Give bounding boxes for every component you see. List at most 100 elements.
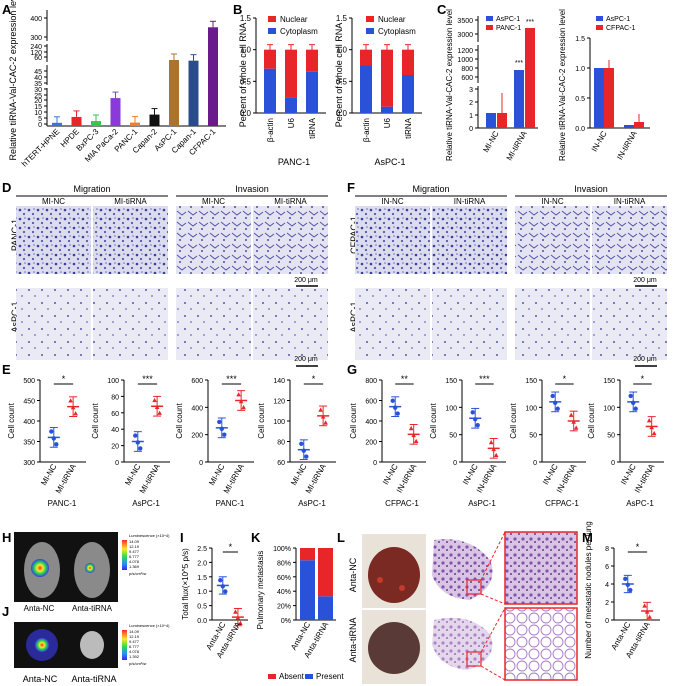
data-point bbox=[238, 620, 243, 625]
panel-m: Number of metastatic nodules per lung 0 2… bbox=[584, 521, 660, 660]
y-tick-label: 200 bbox=[365, 440, 377, 447]
micrograph bbox=[432, 206, 507, 274]
legend-cytoplasm-swatch bbox=[366, 28, 374, 34]
panel-i-ylabel: Total flux(×10^5 p/s) bbox=[181, 548, 190, 620]
bar-present bbox=[300, 560, 315, 620]
legend-nuclear: Nuclear bbox=[280, 15, 308, 24]
y-tick-label: 120 bbox=[273, 399, 285, 406]
legend-label: AsPC-1 bbox=[496, 16, 520, 23]
bar-absent bbox=[300, 548, 315, 561]
y-tick-label: 0.0 bbox=[240, 109, 252, 118]
bar-nuclear bbox=[360, 49, 372, 66]
panel-j-label-nc: Anta-NC bbox=[23, 674, 58, 684]
y-axis-label: Cell count bbox=[7, 402, 16, 438]
cell-line-label: PANC-1 bbox=[216, 499, 245, 508]
panel-label-a: A bbox=[2, 2, 12, 17]
y-tick-label: 0.0 bbox=[336, 109, 348, 118]
x-tick-label: U6 bbox=[383, 117, 392, 128]
y-tick-label: 1.0 bbox=[240, 46, 252, 55]
y-tick-label: 400 bbox=[30, 16, 42, 23]
scale-label: 200 μm bbox=[294, 356, 318, 363]
lum-scale-value: 4.078 bbox=[129, 649, 140, 654]
legend-swatch bbox=[486, 25, 493, 30]
legend-present-swatch bbox=[305, 674, 313, 679]
y-tick-label: 600 bbox=[461, 75, 473, 82]
bar-cytoplasm bbox=[264, 68, 276, 113]
significance-label: *** bbox=[226, 374, 237, 384]
legend-absent: Absent bbox=[279, 672, 305, 681]
data-point bbox=[571, 419, 576, 424]
bar bbox=[169, 60, 179, 126]
y-tick-label: 150 bbox=[445, 378, 457, 385]
significance: *** bbox=[526, 19, 534, 26]
panel-j-label-tirna: Anta-tiRNA bbox=[71, 674, 116, 684]
x-tick-label: IN-NC bbox=[381, 462, 400, 486]
y-tick-label: 8 bbox=[605, 546, 609, 553]
y-tick-label: 2 bbox=[469, 100, 473, 107]
signal-tirna bbox=[85, 563, 95, 573]
y-tick-label: 0.5 bbox=[240, 77, 252, 86]
x-tick-label: IN-NC bbox=[619, 462, 638, 486]
y-tick-label: 100 bbox=[525, 405, 537, 412]
y-tick-label: 100 bbox=[107, 378, 119, 385]
lum-scale-value: 1.392 bbox=[129, 654, 140, 659]
x-tick-label: hTERT-HPNE bbox=[20, 127, 61, 168]
panel-c-charts: 0 1 2 3 600 800 1000 1200 3000 3500 *** *** AsPC-1 PA… bbox=[457, 16, 650, 162]
header-invasion: Invasion bbox=[574, 184, 608, 194]
y-tick-label: 150 bbox=[603, 378, 615, 385]
y-tick-label: 0 bbox=[611, 460, 615, 467]
x-tick-label: MI-NC bbox=[123, 462, 142, 487]
cell-line-label: AsPC-1 bbox=[626, 499, 654, 508]
micrograph bbox=[432, 288, 507, 360]
data-point bbox=[157, 410, 162, 415]
data-point bbox=[138, 446, 143, 451]
y-tick-label: 0% bbox=[281, 618, 291, 625]
bar bbox=[130, 122, 140, 126]
panel-k-ylabel: Pulmonary metastasis bbox=[256, 551, 265, 630]
significance-label: * bbox=[62, 374, 66, 384]
y-tick-label: 25 bbox=[34, 93, 42, 100]
zoom-line bbox=[480, 593, 506, 605]
data-point bbox=[628, 393, 633, 399]
y-tick-label: 300 bbox=[23, 460, 35, 467]
data-point bbox=[642, 603, 647, 608]
bar-aspc1 bbox=[486, 113, 496, 128]
y-tick-label: 100% bbox=[273, 546, 291, 553]
legend-cytoplasm: Cytoplasm bbox=[378, 27, 416, 36]
legend-nuclear: Nuclear bbox=[378, 15, 406, 24]
y-tick-label: 400 bbox=[365, 419, 377, 426]
he-highmag-nc bbox=[504, 531, 578, 605]
data-point bbox=[390, 398, 395, 403]
bar-cfpac1 bbox=[634, 122, 644, 128]
data-point bbox=[218, 578, 223, 583]
y-tick-label: 20% bbox=[277, 604, 291, 611]
gross-lung-tirna bbox=[368, 622, 420, 674]
lum-scale-value: 12.19 bbox=[129, 634, 140, 639]
data-point bbox=[475, 422, 480, 428]
data-point bbox=[233, 609, 238, 614]
row-label: CFPAC-1 bbox=[349, 216, 359, 254]
nodule-marker bbox=[399, 585, 405, 591]
y-tick-label: 60% bbox=[277, 575, 291, 582]
data-point bbox=[491, 446, 496, 452]
data-point bbox=[301, 448, 306, 453]
micrograph bbox=[253, 288, 328, 360]
bar-aspc1 bbox=[624, 125, 634, 128]
legend-swatch bbox=[486, 16, 493, 21]
data-point bbox=[631, 400, 636, 406]
y-tick-label: 0.5 bbox=[575, 96, 585, 103]
header-invasion: Invasion bbox=[235, 184, 269, 194]
y-tick-label: 600 bbox=[365, 399, 377, 406]
x-tick-label: MI-tiRNA bbox=[505, 129, 529, 162]
y-tick-label: 3500 bbox=[457, 18, 473, 25]
data-point bbox=[235, 615, 241, 620]
cell-line-label: CFPAC-1 bbox=[545, 499, 579, 508]
panel-label-m: M bbox=[582, 530, 593, 545]
panel-l-row-tirna: Anta-tiRNA bbox=[348, 617, 358, 662]
bar-nuclear bbox=[402, 49, 414, 75]
y-tick-label: 0 bbox=[533, 460, 537, 467]
column-label: IN-tiRNA bbox=[454, 197, 486, 206]
micrograph bbox=[16, 206, 91, 274]
y-axis-label: Cell count bbox=[429, 402, 438, 438]
bar-aspc1 bbox=[514, 70, 524, 128]
